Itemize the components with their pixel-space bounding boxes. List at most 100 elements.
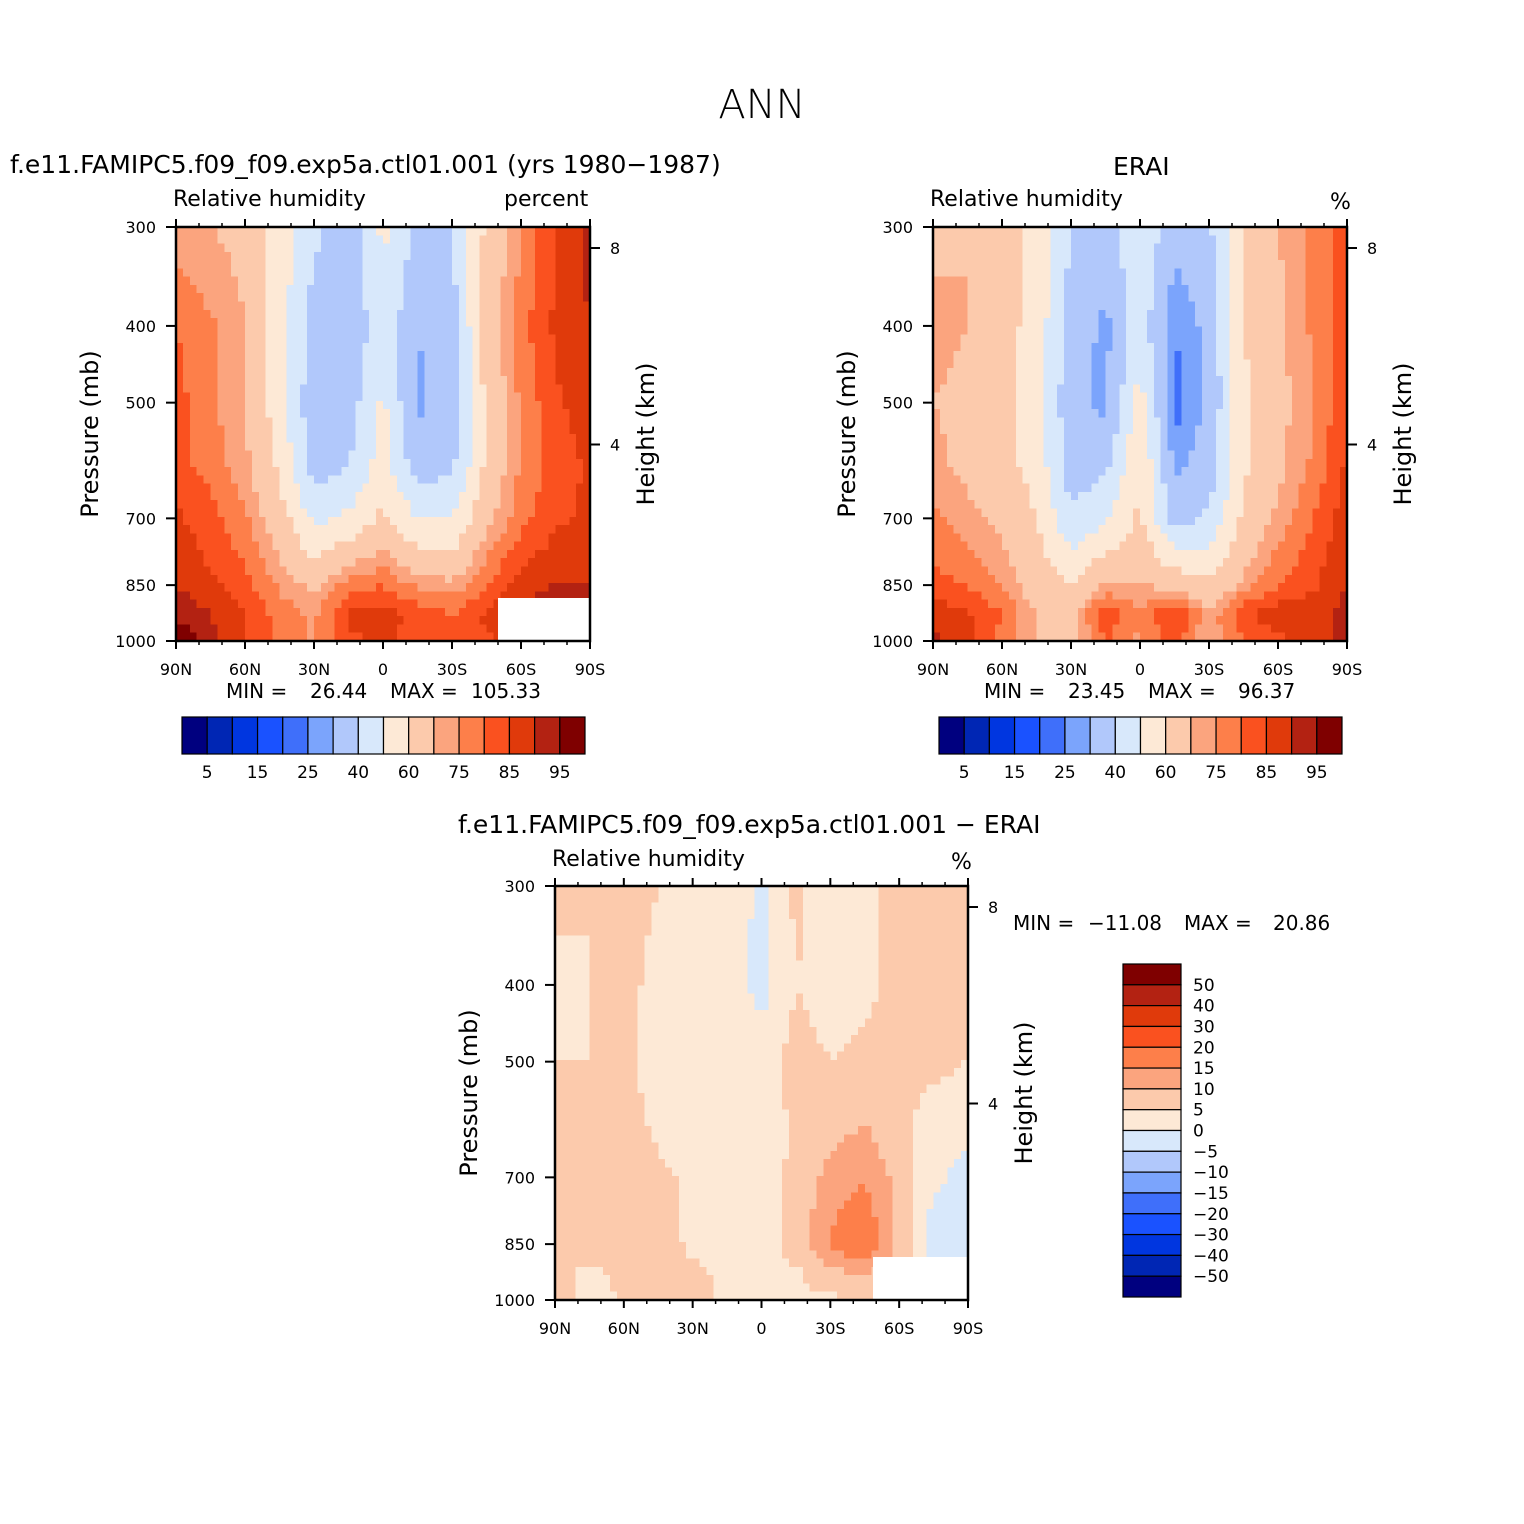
- field-cell: [196, 491, 205, 501]
- field-cell: [300, 541, 308, 551]
- field-cell: [320, 533, 329, 543]
- field-cell: [1084, 483, 1093, 493]
- field-cell: [286, 425, 294, 435]
- field-cell: [293, 616, 301, 626]
- field-cell: [1188, 342, 1196, 352]
- field-cell: [376, 516, 384, 526]
- field-cell: [1071, 251, 1079, 261]
- field-cell: [967, 376, 975, 385]
- field-cell: [500, 442, 508, 452]
- field-cell: [1043, 599, 1051, 609]
- field-cell: [396, 450, 405, 460]
- field-cell: [196, 392, 205, 402]
- field-cell: [1105, 359, 1113, 369]
- field-cell: [224, 607, 232, 617]
- field-cell: [203, 392, 212, 402]
- field-cell: [527, 367, 536, 377]
- field-cell: [1174, 566, 1182, 576]
- field-cell: [369, 284, 377, 294]
- field-cell: [933, 467, 941, 476]
- field-cell: [383, 591, 391, 601]
- field-cell: [486, 260, 494, 269]
- field-cell: [946, 434, 955, 443]
- field-cell: [431, 351, 439, 361]
- field-cell: [396, 549, 405, 559]
- field-cell: [1126, 251, 1134, 261]
- field-cell: [933, 516, 941, 526]
- field-cell: [362, 384, 370, 394]
- field-cell: [410, 491, 419, 501]
- field-cell: [569, 591, 577, 601]
- field-cell: [1029, 491, 1038, 501]
- field-cell: [438, 549, 446, 559]
- field-cell: [348, 467, 356, 476]
- field-cell: [196, 334, 205, 344]
- field-cell: [334, 301, 343, 311]
- field-cell: [355, 516, 363, 526]
- field-cell: [334, 467, 343, 476]
- field-cell: [438, 400, 446, 410]
- field-cell: [1050, 525, 1058, 534]
- field-cell: [1050, 425, 1058, 435]
- field-cell: [1029, 309, 1038, 319]
- field-cell: [1043, 342, 1051, 352]
- field-cell: [1002, 276, 1010, 286]
- field-cell: [1077, 400, 1086, 410]
- field-cell: [472, 301, 481, 311]
- field-cell: [1181, 483, 1189, 493]
- field-cell: [562, 409, 570, 419]
- field-cell: [389, 508, 398, 518]
- field-cell: [1050, 260, 1058, 269]
- field-cell: [389, 533, 398, 543]
- field-cell: [514, 376, 522, 385]
- field-cell: [514, 243, 522, 253]
- field-cell: [383, 607, 391, 617]
- field-cell: [974, 632, 982, 642]
- field-cell: [176, 392, 184, 402]
- field-cell: [431, 227, 439, 236]
- field-cell: [452, 434, 460, 443]
- field-cell: [583, 541, 591, 551]
- field-cell: [217, 417, 225, 427]
- field-cell: [988, 400, 996, 410]
- field-cell: [569, 500, 577, 510]
- field-cell: [500, 284, 508, 294]
- field-cell: [314, 392, 322, 402]
- field-cell: [327, 392, 336, 402]
- field-cell: [562, 442, 570, 452]
- field-cell: [1181, 227, 1189, 236]
- field-cell: [953, 409, 962, 419]
- field-cell: [279, 326, 287, 336]
- field-cell: [995, 500, 1003, 510]
- field-cell: [279, 475, 287, 485]
- field-cell: [974, 367, 982, 377]
- field-cell: [534, 318, 543, 327]
- field-cell: [521, 318, 529, 327]
- field-cell: [1002, 450, 1010, 460]
- field-cell: [953, 516, 962, 526]
- field-cell: [1133, 326, 1141, 336]
- field-cell: [265, 500, 274, 510]
- field-cell: [196, 483, 205, 493]
- field-cell: [1077, 599, 1086, 609]
- colorbar-label: 60: [398, 763, 420, 783]
- field-cell: [341, 334, 350, 344]
- field-cell: [320, 367, 329, 377]
- field-cell: [1043, 508, 1051, 518]
- field-cell: [472, 591, 481, 601]
- field-cell: [286, 491, 294, 501]
- field-cell: [1057, 500, 1065, 510]
- field-cell: [548, 334, 557, 344]
- field-cell: [417, 475, 425, 485]
- field-cell: [403, 251, 412, 261]
- field-cell: [348, 400, 356, 410]
- field-cell: [341, 632, 350, 642]
- field-cell: [981, 525, 989, 534]
- field-cell: [988, 533, 996, 543]
- field-cell: [431, 392, 439, 402]
- field-cell: [383, 467, 391, 476]
- field-cell: [203, 359, 212, 369]
- field-cell: [953, 624, 962, 634]
- field-cell: [486, 574, 494, 584]
- field-cell: [224, 599, 232, 609]
